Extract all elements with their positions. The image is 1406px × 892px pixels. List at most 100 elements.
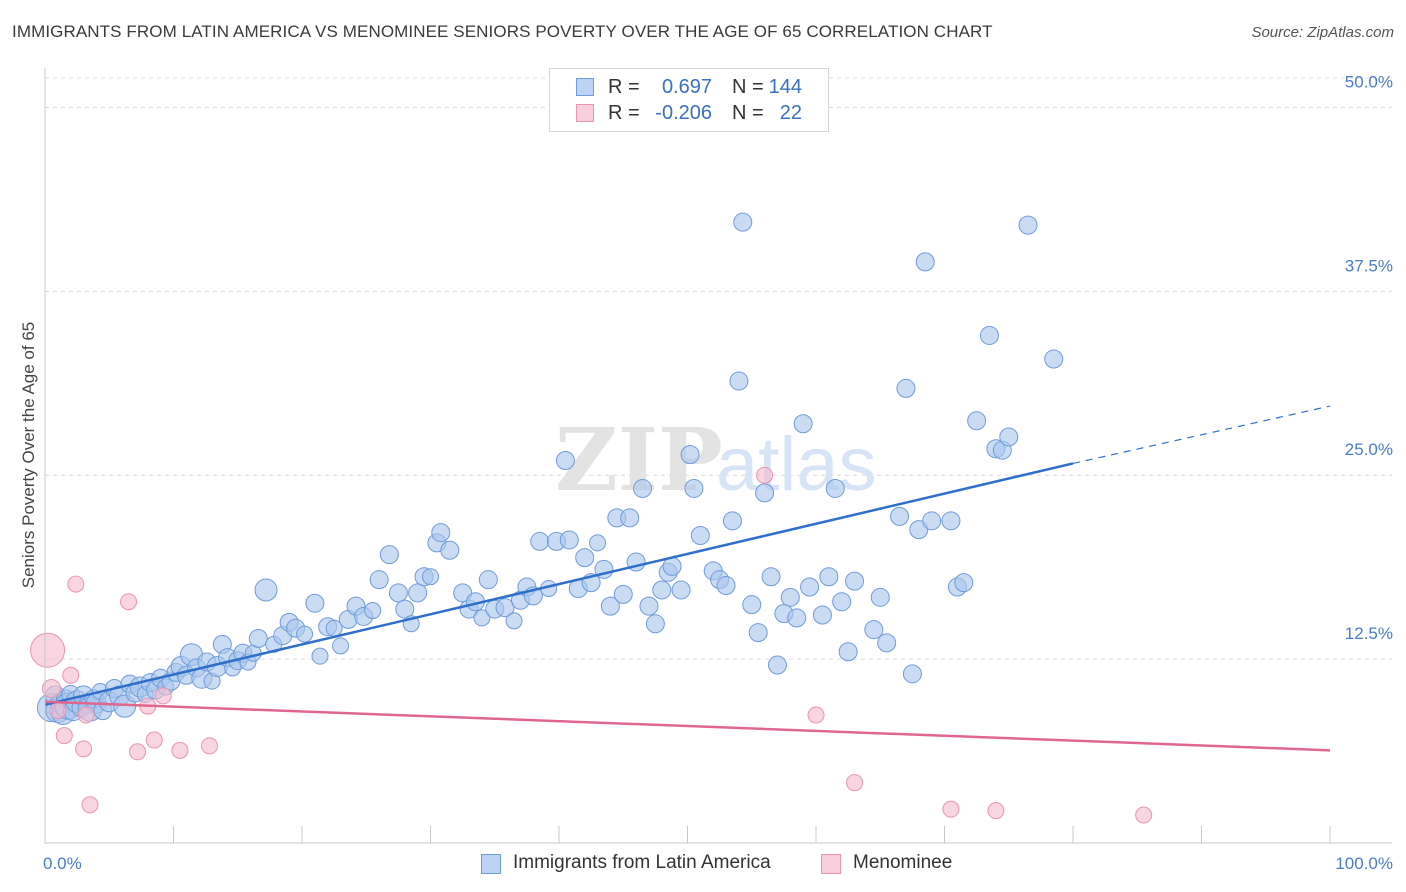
data-point-blue (825, 478, 845, 498)
data-point-blue (422, 568, 439, 586)
data-point-blue (864, 620, 884, 640)
data-point-blue (729, 371, 749, 391)
correlation-legend: R = 0.697 N = 144 R = -0.206 N = 22 (549, 68, 829, 132)
y-tick-label: 12.5% (1345, 624, 1393, 643)
data-point-blue (305, 593, 325, 613)
data-point-blue (767, 655, 787, 675)
legend-r-label: R = (608, 102, 640, 124)
data-point-blue (559, 530, 579, 550)
data-point-blue (620, 508, 640, 528)
data-point-blue (748, 623, 768, 643)
bottom-legend-swatch-blue (481, 854, 501, 874)
bottom-legend-label: Immigrants from Latin America (513, 852, 771, 873)
data-point-pink (67, 575, 85, 593)
trend-lines (44, 405, 1331, 752)
y-tick-label: 37.5% (1345, 256, 1393, 275)
data-point-pink (62, 666, 80, 684)
data-point-pink (41, 679, 61, 699)
data-point-blue (716, 576, 736, 596)
data-point-blue (979, 325, 999, 345)
data-point-blue (575, 548, 595, 568)
source-label: Source: ZipAtlas.com (1251, 24, 1394, 41)
legend-r-value: 0.697 (661, 76, 712, 98)
legend-n-label: N = (732, 76, 764, 98)
data-point-pink (756, 466, 774, 484)
data-point-pink (1135, 806, 1153, 824)
legend-r-value: -0.206 (655, 102, 712, 124)
data-point-pink (30, 632, 66, 668)
trend-line-blue (44, 462, 1074, 706)
data-point-blue (832, 592, 852, 612)
data-point-blue (408, 583, 428, 603)
data-point-pink (77, 706, 95, 724)
data-point-blue (819, 567, 839, 587)
data-point-blue (915, 252, 935, 272)
data-point-blue (755, 483, 775, 503)
data-point-blue (690, 526, 710, 546)
data-point-blue (495, 598, 515, 618)
data-point-blue (639, 596, 659, 616)
data-point-pink (120, 593, 138, 611)
data-point-blue (761, 567, 781, 587)
data-point-blue (379, 545, 399, 565)
data-point-blue (1044, 349, 1064, 369)
axes: 12.5% 25.0% 37.5% 50.0% 0.0% 100.0% Seniors Po… (19, 68, 1393, 873)
data-point-pink (846, 774, 864, 792)
bottom-legend-swatch-pink (821, 854, 841, 874)
legend-swatch-blue (576, 78, 594, 96)
bottom-legend-label: Menominee (853, 852, 953, 873)
data-point-pink (49, 702, 67, 720)
legend-n-value: 144 (768, 76, 802, 98)
data-point-blue (364, 602, 382, 620)
data-point-blue (684, 478, 704, 498)
data-point-blue (680, 445, 700, 465)
data-point-blue (780, 587, 800, 607)
data-point-blue (671, 580, 691, 600)
data-point-blue (890, 506, 910, 526)
data-point-blue (505, 612, 523, 630)
data-point-pink (129, 743, 147, 761)
data-point-blue (870, 587, 890, 607)
data-point-pink (75, 740, 93, 758)
x-tick-label: 100.0% (1335, 854, 1393, 873)
data-point-blue (733, 212, 753, 232)
data-point-blue (787, 608, 807, 628)
legend-n-value: 22 (779, 102, 802, 124)
legend-row-menominee: R = -0.206 N = 22 (550, 101, 828, 127)
data-point-pink (171, 741, 189, 759)
data-point-blue (722, 511, 742, 531)
data-point-blue (742, 595, 762, 615)
data-point-blue (793, 414, 813, 434)
data-point-blue (431, 523, 451, 543)
chart-title: IMMIGRANTS FROM LATIN AMERICA VS MENOMIN… (12, 22, 993, 41)
data-point-blue (845, 571, 865, 591)
y-tick-label: 25.0% (1345, 440, 1393, 459)
data-point-blue (877, 633, 897, 653)
legend-swatch-pink (576, 104, 594, 122)
data-point-pink (145, 731, 163, 749)
legend-row-immigrants: R = 0.697 N = 144 (550, 75, 828, 101)
data-point-blue (652, 580, 672, 600)
data-point-blue (254, 578, 278, 602)
legend-r-label: R = (608, 76, 640, 98)
x-tick-label: 0.0% (43, 854, 82, 873)
data-point-blue (395, 599, 415, 619)
data-point-blue (902, 664, 922, 684)
data-point-blue (896, 378, 916, 398)
data-point-blue (922, 511, 942, 531)
y-axis-title: Seniors Poverty Over the Age of 65 (19, 322, 38, 588)
watermark-atlas: atlas (716, 422, 877, 507)
data-points (30, 212, 1153, 824)
data-point-pink (55, 727, 73, 745)
data-point-blue (954, 573, 974, 593)
data-point-blue (1018, 215, 1038, 235)
data-point-blue (941, 511, 961, 531)
data-point-blue (800, 577, 820, 597)
data-point-blue (967, 411, 987, 431)
data-point-pink (154, 687, 172, 705)
data-point-blue (589, 534, 607, 552)
data-point-blue (633, 478, 653, 498)
data-point-blue (645, 614, 665, 634)
